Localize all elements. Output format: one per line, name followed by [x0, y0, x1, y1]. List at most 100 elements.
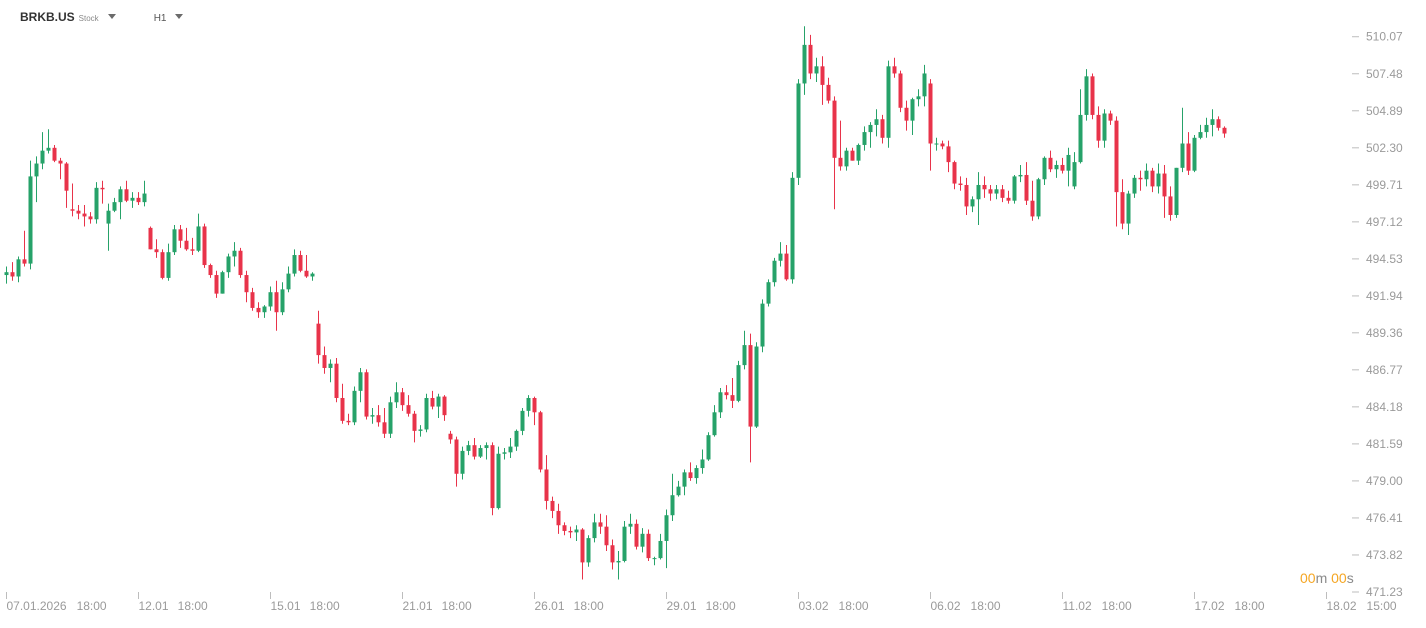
- candle[interactable]: [676, 480, 681, 497]
- candle[interactable]: [70, 183, 75, 217]
- candle[interactable]: [580, 528, 585, 580]
- candle[interactable]: [502, 448, 507, 460]
- candle[interactable]: [262, 305, 267, 318]
- candle[interactable]: [826, 77, 831, 104]
- timeframe-dropdown-chevron-icon[interactable]: [175, 14, 184, 19]
- candle[interactable]: [142, 180, 147, 207]
- candle[interactable]: [1138, 170, 1143, 191]
- candle[interactable]: [1066, 147, 1071, 187]
- candle[interactable]: [1036, 177, 1041, 220]
- candle[interactable]: [172, 225, 177, 256]
- candle[interactable]: [40, 132, 45, 170]
- candle[interactable]: [514, 429, 519, 451]
- candle[interactable]: [484, 442, 489, 460]
- candle[interactable]: [820, 56, 825, 105]
- candle[interactable]: [604, 515, 609, 551]
- candle[interactable]: [1042, 156, 1047, 185]
- candle[interactable]: [664, 509, 669, 569]
- candle[interactable]: [1222, 126, 1227, 138]
- candle[interactable]: [124, 180, 129, 203]
- candle[interactable]: [208, 263, 213, 278]
- candle[interactable]: [832, 96, 837, 210]
- candle[interactable]: [1024, 162, 1029, 205]
- candle[interactable]: [1210, 109, 1215, 137]
- candle[interactable]: [1150, 167, 1155, 193]
- candle[interactable]: [10, 262, 15, 281]
- candle[interactable]: [400, 387, 405, 411]
- candle[interactable]: [724, 385, 729, 400]
- candle[interactable]: [844, 147, 849, 171]
- candle[interactable]: [466, 440, 471, 456]
- candle[interactable]: [592, 513, 597, 543]
- candle[interactable]: [256, 302, 261, 318]
- candle[interactable]: [232, 242, 237, 267]
- timeframe-label[interactable]: H1: [153, 13, 167, 24]
- candle[interactable]: [814, 57, 819, 83]
- candle[interactable]: [106, 203, 111, 251]
- candle[interactable]: [496, 446, 501, 510]
- candle[interactable]: [160, 249, 165, 280]
- candle[interactable]: [652, 556, 657, 566]
- candle[interactable]: [52, 144, 57, 163]
- candle[interactable]: [298, 250, 303, 273]
- candle[interactable]: [838, 120, 843, 171]
- candle[interactable]: [964, 177, 969, 216]
- candle[interactable]: [1192, 134, 1197, 173]
- candle[interactable]: [670, 473, 675, 521]
- candle[interactable]: [478, 445, 483, 459]
- candle[interactable]: [574, 525, 579, 541]
- candle[interactable]: [376, 405, 381, 427]
- candle[interactable]: [808, 34, 813, 80]
- candle[interactable]: [316, 310, 321, 364]
- candle[interactable]: [874, 109, 879, 137]
- candle[interactable]: [568, 526, 573, 539]
- candle[interactable]: [694, 465, 699, 484]
- candle[interactable]: [28, 160, 33, 270]
- candle[interactable]: [16, 256, 21, 283]
- candle[interactable]: [1018, 164, 1023, 183]
- price-axis[interactable]: 510.07 507.48 504.89 502.30 499.71 497.12 494.…: [1352, 30, 1403, 599]
- candle[interactable]: [556, 503, 561, 534]
- candle[interactable]: [1216, 116, 1221, 131]
- candle[interactable]: [1030, 180, 1035, 221]
- candle[interactable]: [76, 204, 81, 220]
- candle[interactable]: [490, 442, 495, 516]
- candle[interactable]: [946, 140, 951, 173]
- candle[interactable]: [532, 396, 537, 426]
- candle[interactable]: [1144, 163, 1149, 187]
- candle[interactable]: [886, 60, 891, 148]
- candle[interactable]: [118, 186, 123, 220]
- candle[interactable]: [250, 287, 255, 311]
- candle[interactable]: [622, 520, 627, 563]
- candle[interactable]: [220, 270, 225, 294]
- candle[interactable]: [958, 176, 963, 191]
- candle[interactable]: [916, 89, 921, 107]
- candle[interactable]: [196, 213, 201, 253]
- candle[interactable]: [292, 249, 297, 277]
- candle[interactable]: [508, 438, 513, 459]
- candle[interactable]: [148, 226, 153, 250]
- candle[interactable]: [1012, 174, 1017, 204]
- candle[interactable]: [934, 137, 939, 151]
- candle[interactable]: [520, 408, 525, 436]
- candle[interactable]: [226, 253, 231, 278]
- candle[interactable]: [460, 446, 465, 480]
- candle[interactable]: [1168, 186, 1173, 221]
- candle[interactable]: [562, 522, 567, 536]
- candle[interactable]: [682, 469, 687, 496]
- candle[interactable]: [130, 192, 135, 208]
- candle[interactable]: [442, 395, 447, 421]
- candle[interactable]: [718, 387, 723, 419]
- candle[interactable]: [988, 184, 993, 201]
- candle[interactable]: [178, 225, 183, 248]
- candle[interactable]: [748, 333, 753, 463]
- candle[interactable]: [370, 408, 375, 424]
- candle[interactable]: [1126, 190, 1131, 236]
- candle[interactable]: [4, 266, 9, 284]
- candle[interactable]: [898, 70, 903, 113]
- candle[interactable]: [868, 122, 873, 148]
- candle[interactable]: [910, 97, 915, 135]
- candle[interactable]: [322, 346, 327, 374]
